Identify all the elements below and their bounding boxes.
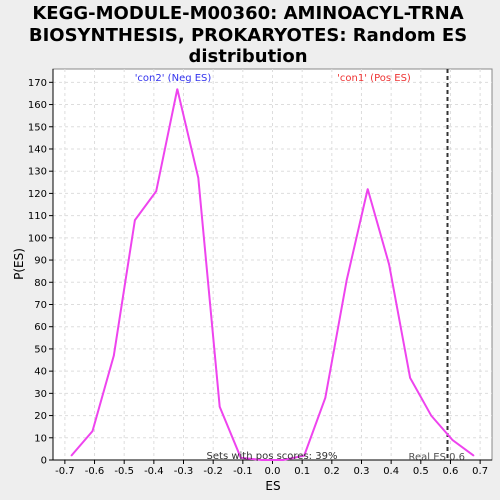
y-tick-label: 130 xyxy=(28,167,47,178)
series-points xyxy=(70,88,475,461)
data-point xyxy=(472,454,475,457)
title-line-1: KEGG-MODULE-M00360: AMINOACYL-TRNA xyxy=(32,3,463,24)
x-tick-label: 0.6 xyxy=(443,466,459,477)
data-point xyxy=(155,190,158,192)
data-point xyxy=(70,454,73,457)
x-tick-label: 0.7 xyxy=(472,466,488,477)
data-point xyxy=(388,263,390,266)
data-point xyxy=(451,439,454,441)
x-tick-label: -0.2 xyxy=(203,466,223,477)
y-tick-label: 0 xyxy=(41,456,47,467)
y-tick-label: 10 xyxy=(34,433,47,444)
x-axis: -0.7 -0.6 -0.5 -0.4 -0.3 -0.2 -0.1 0.0 0.1 0.2 0.3… xyxy=(53,459,492,477)
neg-es-label: 'con2' (Neg ES) xyxy=(135,73,212,84)
chart-title: KEGG-MODULE-M00360: AMINOACYL-TRNA BIOSY… xyxy=(29,3,467,67)
data-point xyxy=(113,354,115,357)
data-point xyxy=(366,188,369,190)
title-line-2: BIOSYNTHESIS, PROKARYOTES: Random ES xyxy=(29,25,467,46)
data-point xyxy=(303,454,306,457)
data-point xyxy=(261,459,263,461)
x-axis-label: ES xyxy=(265,479,280,493)
y-tick-label: 150 xyxy=(28,122,47,133)
data-point xyxy=(197,177,200,179)
y-tick-label: 170 xyxy=(28,78,47,89)
y-tick-label: 110 xyxy=(28,211,47,222)
y-tick-label: 160 xyxy=(28,100,47,111)
x-tick-label: -0.3 xyxy=(174,466,194,477)
y-tick-label: 80 xyxy=(34,278,47,289)
data-point xyxy=(430,414,432,417)
y-tick-label: 70 xyxy=(34,300,47,311)
y-tick-label: 60 xyxy=(34,322,47,333)
y-tick-label: 90 xyxy=(34,256,47,267)
pos-es-label: 'con1' (Pos ES) xyxy=(337,73,411,84)
x-tick-label: -0.4 xyxy=(144,466,164,477)
y-tick-label: 20 xyxy=(34,411,47,422)
real-es-label: Real ES 0.6 xyxy=(409,452,465,463)
x-tick-label: 0.4 xyxy=(383,466,399,477)
data-point xyxy=(134,219,136,221)
y-tick-label: 100 xyxy=(28,233,47,244)
y-tick-label: 50 xyxy=(34,344,47,355)
data-point xyxy=(345,279,348,281)
data-point xyxy=(176,88,179,90)
data-point xyxy=(409,377,411,379)
x-tick-label: 0.2 xyxy=(324,466,340,477)
x-tick-label: -0.5 xyxy=(114,466,134,477)
x-tick-label: 0.3 xyxy=(354,466,370,477)
data-point xyxy=(282,459,284,461)
y-axis: 0 10 20 30 40 50 60 70 80 90 100 110 120 130 140 150 160… xyxy=(28,69,54,467)
data-point xyxy=(91,430,94,432)
title-line-3: distribution xyxy=(188,46,307,67)
x-tick-label: 0.5 xyxy=(413,466,429,477)
es-distribution-line xyxy=(70,88,475,461)
y-tick-label: 40 xyxy=(34,367,47,378)
data-point xyxy=(239,456,242,459)
y-tick-label: 30 xyxy=(34,389,47,400)
y-tick-label: 120 xyxy=(28,189,47,200)
data-point xyxy=(218,405,221,408)
y-tick-label: 140 xyxy=(28,144,47,155)
x-tick-label: 0.1 xyxy=(294,466,310,477)
x-tick-label: 0.0 xyxy=(265,466,281,477)
x-tick-label: -0.6 xyxy=(85,466,105,477)
data-point xyxy=(324,396,327,399)
x-tick-label: -0.1 xyxy=(233,466,253,477)
y-axis-label: P(ES) xyxy=(12,248,26,280)
x-tick-label: -0.7 xyxy=(55,466,75,477)
pos-scores-text: Sets with pos scores: 39% xyxy=(207,451,338,462)
